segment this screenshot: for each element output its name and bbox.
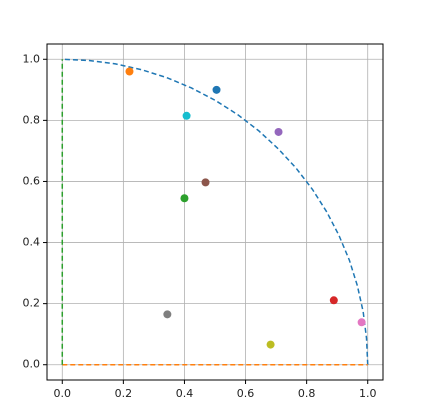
point: [266, 340, 275, 349]
x-tick-label: 0.8: [298, 387, 316, 400]
x-tick-label: 0.0: [54, 387, 72, 400]
point: [212, 85, 221, 94]
x-tick-label: 0.2: [115, 387, 133, 400]
x-tick-label: 0.6: [237, 387, 255, 400]
point: [163, 310, 172, 319]
y-tick-label: 0.2: [23, 297, 41, 310]
y-tick-label: 1.0: [23, 52, 41, 65]
plot-frame: [46, 43, 384, 381]
y-tick-label: 0.0: [23, 358, 41, 371]
x-tick-label: 0.4: [176, 387, 194, 400]
point: [125, 67, 134, 76]
point: [182, 111, 191, 120]
point: [180, 194, 189, 203]
y-tick-label: 0.6: [23, 174, 41, 187]
y-tick-label: 0.4: [23, 236, 41, 249]
point: [201, 178, 210, 187]
y-tick-label: 0.8: [23, 113, 41, 126]
point: [357, 318, 366, 327]
x-tick-label: 1.0: [359, 387, 377, 400]
point: [274, 127, 283, 136]
point: [329, 296, 338, 305]
